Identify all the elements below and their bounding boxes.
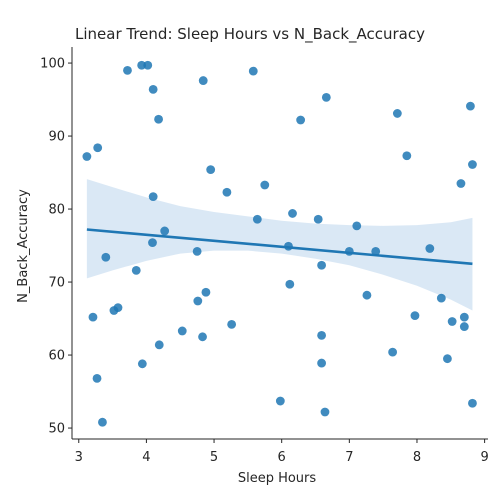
y-tick-label: 100 xyxy=(40,57,65,72)
data-point-6 xyxy=(148,84,158,94)
data-point-24 xyxy=(352,221,362,231)
x-tick-label: 9 xyxy=(480,450,488,465)
data-point-53 xyxy=(443,354,452,364)
data-point-38 xyxy=(436,293,446,303)
data-point-20 xyxy=(148,192,158,202)
data-point-42 xyxy=(88,312,98,322)
data-point-47 xyxy=(459,322,469,331)
data-point-1 xyxy=(82,152,92,161)
data-point-41 xyxy=(109,306,119,315)
data-point-31 xyxy=(425,244,435,253)
data-point-30 xyxy=(371,246,381,256)
x-tick-label: 8 xyxy=(413,450,421,465)
chart-title: Linear Trend: Sleep Hours vs N_Back_Accu… xyxy=(75,25,425,44)
data-point-19 xyxy=(222,187,232,197)
y-tick-label: 50 xyxy=(48,422,65,437)
plot-area xyxy=(82,60,477,427)
data-point-33 xyxy=(317,260,326,270)
data-point-16 xyxy=(206,165,216,175)
x-tick-label: 5 xyxy=(210,450,218,465)
x-axis-ticks: 3 4 5 6 7 8 9 xyxy=(75,439,489,465)
data-point-57 xyxy=(275,396,285,406)
data-point-17 xyxy=(260,180,270,190)
data-point-60 xyxy=(98,417,107,427)
y-axis-ticks: 50 60 70 80 90 100 xyxy=(40,57,72,437)
data-point-9 xyxy=(248,66,258,76)
data-point-46 xyxy=(227,319,237,329)
data-point-25 xyxy=(160,226,170,236)
y-tick-label: 70 xyxy=(48,276,65,291)
data-point-54 xyxy=(137,359,147,369)
data-point-55 xyxy=(317,358,326,368)
x-tick-label: 7 xyxy=(345,450,353,465)
data-point-12 xyxy=(392,109,402,118)
x-tick-label: 3 xyxy=(75,450,83,465)
data-point-36 xyxy=(201,287,211,297)
x-tick-label: 4 xyxy=(142,450,150,465)
data-point-7 xyxy=(154,114,163,124)
data-point-51 xyxy=(154,340,164,350)
data-point-48 xyxy=(177,326,187,336)
data-point-18 xyxy=(456,179,466,188)
data-point-56 xyxy=(92,374,102,383)
data-point-15 xyxy=(468,160,477,169)
y-axis-label: N_Back_Accuracy xyxy=(16,189,31,303)
trend-line xyxy=(86,228,473,266)
data-point-50 xyxy=(198,332,207,342)
data-point-34 xyxy=(131,265,141,275)
data-point-58 xyxy=(468,398,477,408)
data-point-32 xyxy=(101,252,111,262)
data-point-59 xyxy=(320,407,330,417)
data-point-49 xyxy=(317,330,326,340)
confidence-band xyxy=(86,179,473,311)
data-points xyxy=(82,60,477,427)
data-point-35 xyxy=(285,279,295,289)
data-point-11 xyxy=(296,115,306,125)
data-point-10 xyxy=(321,92,331,102)
data-point-4 xyxy=(137,60,147,70)
data-point-39 xyxy=(193,296,203,306)
data-point-22 xyxy=(252,214,262,224)
data-point-23 xyxy=(313,214,323,224)
data-point-3 xyxy=(123,65,132,75)
data-point-28 xyxy=(192,246,202,256)
data-point-44 xyxy=(459,312,469,322)
data-point-45 xyxy=(447,317,457,326)
y-tick-label: 60 xyxy=(48,349,65,364)
data-point-26 xyxy=(148,238,157,248)
data-point-8 xyxy=(198,76,208,85)
x-tick-label: 6 xyxy=(278,450,286,465)
data-point-37 xyxy=(362,290,372,300)
data-point-5 xyxy=(143,60,153,70)
y-tick-label: 80 xyxy=(48,203,65,218)
data-point-2 xyxy=(93,143,103,153)
data-point-13 xyxy=(466,101,475,111)
x-axis-label: Sleep Hours xyxy=(238,471,317,486)
data-point-14 xyxy=(402,151,412,161)
data-point-52 xyxy=(388,347,398,357)
data-point-21 xyxy=(288,209,297,218)
y-tick-label: 90 xyxy=(48,130,65,145)
data-point-43 xyxy=(410,311,420,321)
